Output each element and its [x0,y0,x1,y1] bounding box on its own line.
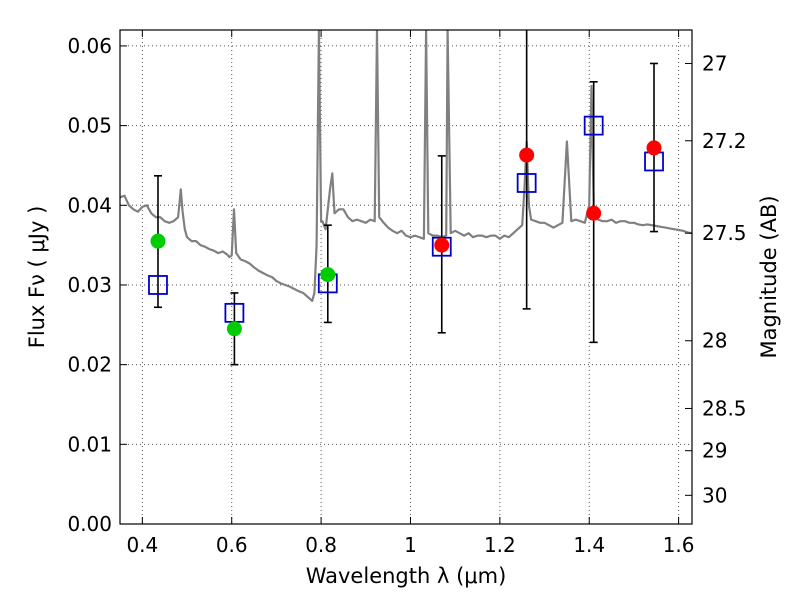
y-tick-label: 0.03 [67,273,112,297]
observed-point [320,267,336,283]
right-axis-label: Magnitude (AB) [757,195,781,358]
observed-point [519,147,535,163]
x-tick-label: 1.4 [573,533,605,557]
ticks: 0.4 0.6 0.8 1 1.2 1.4 1.6 0.00 0.01 0.02 0.03 0.04 0… [67,30,747,557]
y-tick-label: 0.06 [67,34,112,58]
right-tick-label: 29 [702,439,727,463]
error-bars [153,30,659,366]
right-tick-label: 27.2 [702,129,747,153]
y-tick-label: 0.00 [67,512,112,536]
x-axis-label: Wavelength λ (μm) [306,564,507,588]
right-tick-label: 27.5 [702,221,747,245]
observed-point [586,205,602,221]
grid [120,30,692,525]
spectrum-line [120,30,692,302]
plot-frame [119,29,693,525]
x-tick-label: 0.4 [126,533,158,557]
model-square [516,173,537,193]
observed-point [646,140,662,156]
x-tick-label: 0.6 [216,533,248,557]
observed-point [150,233,166,249]
markers [148,115,664,337]
model-square [583,115,604,136]
y-tick-label: 0.01 [67,432,112,456]
y-axis-label: Flux Fν ( μJy ) [25,206,49,349]
y-tick-label: 0.04 [67,193,112,217]
y-tick-label: 0.02 [67,353,112,377]
y-tick-label: 0.05 [67,114,112,138]
model-square [148,275,168,295]
right-tick-label: 28 [702,329,727,353]
observed-point [226,321,242,337]
x-tick-label: 1 [404,533,417,557]
x-tick-label: 0.8 [305,533,337,557]
x-tick-label: 1.6 [663,533,695,557]
x-tick-label: 1.2 [484,533,516,557]
right-tick-label: 28.5 [702,396,747,420]
right-tick-label: 30 [702,483,727,507]
observed-point [434,237,450,253]
right-tick-label: 27 [702,51,727,75]
spectrum-layer [120,30,692,302]
